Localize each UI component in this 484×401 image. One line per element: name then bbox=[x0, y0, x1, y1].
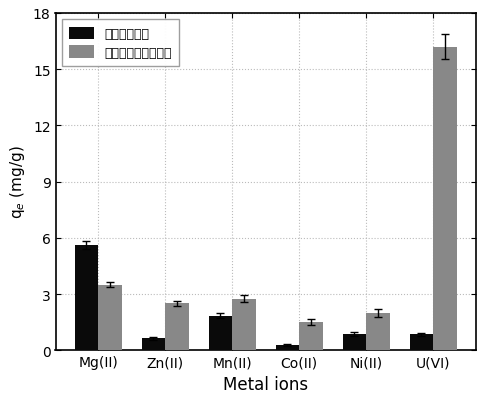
Bar bbox=[275, 345, 299, 350]
Bar bbox=[98, 285, 121, 350]
Bar bbox=[299, 322, 322, 350]
Bar bbox=[366, 313, 390, 350]
Bar bbox=[209, 316, 232, 350]
Y-axis label: q$_e$ (mg/g): q$_e$ (mg/g) bbox=[8, 146, 27, 219]
Bar bbox=[232, 299, 256, 350]
Bar bbox=[409, 334, 433, 350]
X-axis label: Metal ions: Metal ions bbox=[223, 375, 308, 393]
Bar bbox=[433, 47, 456, 350]
Legend: 水热生物质炭, 罧基化水热生物质炭: 水热生物质炭, 罧基化水热生物质炭 bbox=[62, 20, 179, 67]
Bar bbox=[343, 334, 366, 350]
Bar bbox=[142, 338, 165, 350]
Bar bbox=[75, 246, 98, 350]
Bar bbox=[165, 304, 189, 350]
